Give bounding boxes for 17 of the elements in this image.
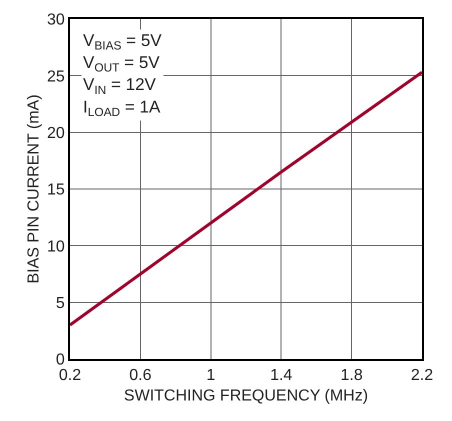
y-tick-label: 10 [47, 238, 65, 256]
x-tick-label: 2.2 [410, 367, 434, 384]
text: V$_{BIAS}$ = 5V V$_{OUT}$ = 5V V$_{IN}$ = 12V I$_{LOAD}$ = 1A [83, 31, 162, 119]
x-tick-label: 1 [206, 367, 216, 384]
x-tick-label: 1.8 [340, 367, 363, 384]
y-tick-label: 20 [47, 124, 65, 142]
y-tick-label: 30 [47, 12, 65, 29]
x-tick-label: 1.4 [270, 367, 292, 384]
x-tick-label: 0.6 [129, 367, 152, 384]
y-tick-label: 15 [47, 182, 65, 199]
y-axis-title: BIAS PIN CURRENT (mA) [25, 94, 42, 284]
line-series [70, 70, 422, 326]
x-axis-title: SWITCHING FREQUENCY (MHz) [124, 387, 368, 404]
y-tick-label: 5 [56, 294, 65, 312]
y-tick-label: 25 [47, 68, 65, 86]
y-tick-label: 0 [56, 352, 65, 369]
x-tick-label: 0.2 [58, 367, 82, 384]
